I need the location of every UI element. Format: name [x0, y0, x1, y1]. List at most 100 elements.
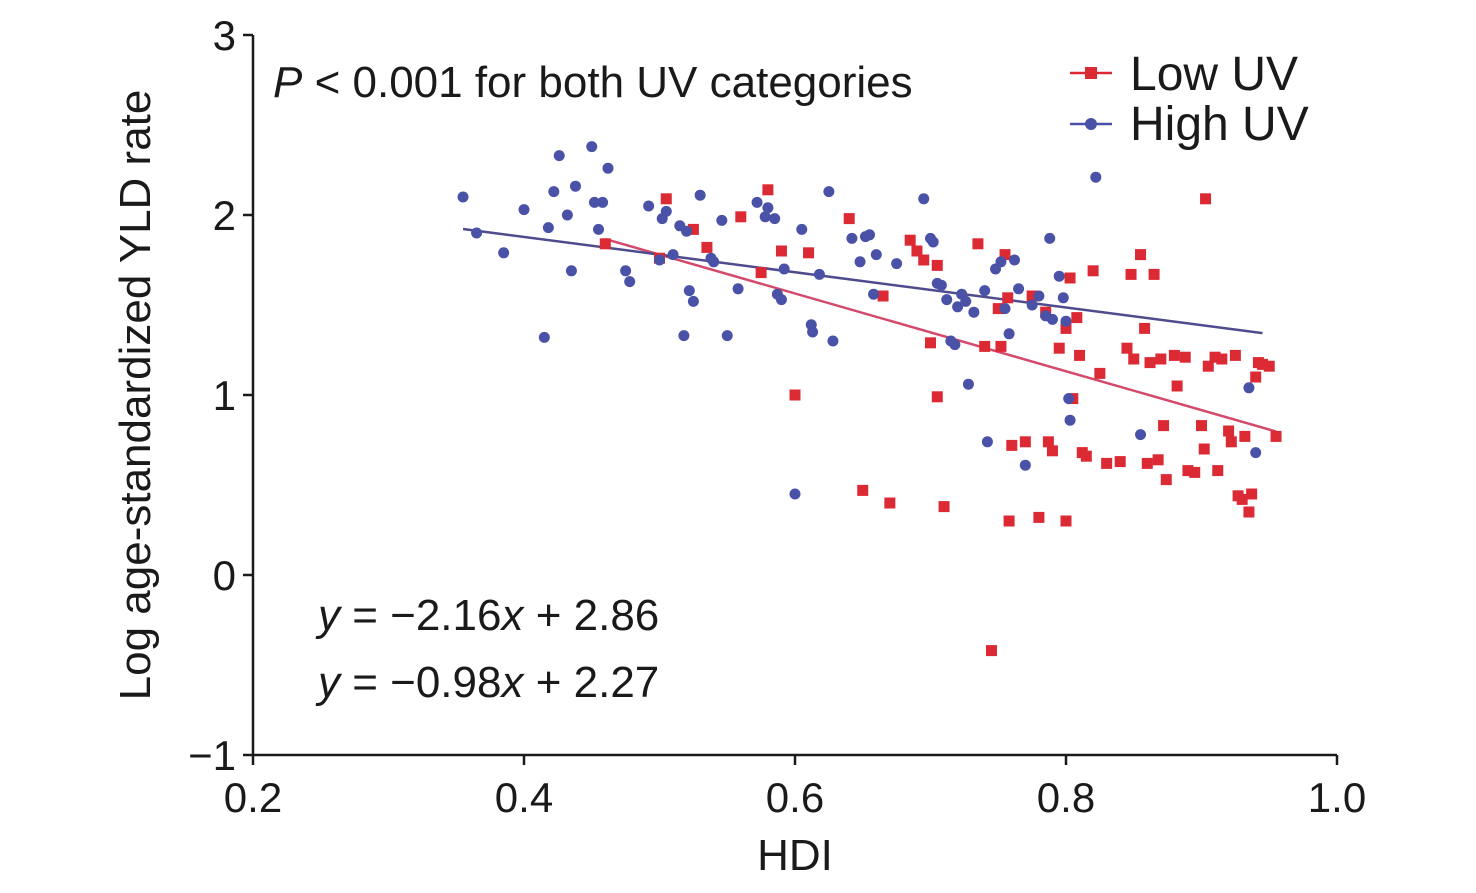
x-axis-title: HDI — [757, 831, 833, 880]
high-uv-point — [949, 339, 961, 351]
low-uv-point — [995, 340, 1007, 352]
high-uv-point — [593, 223, 605, 235]
high-uv-point — [813, 268, 825, 280]
high-uv-point — [732, 283, 744, 295]
low-uv-point — [1141, 457, 1153, 469]
low-uv-point — [1216, 353, 1228, 365]
x-tick-label: 0.6 — [766, 774, 824, 821]
high-uv-point — [542, 222, 554, 234]
high-uv-point — [778, 263, 790, 275]
low-uv-point — [1229, 349, 1241, 361]
legend-marker-high-uv — [1085, 118, 1097, 130]
high-uv-point — [1063, 393, 1075, 405]
high-uv-point — [968, 306, 980, 318]
high-uv-point — [960, 295, 972, 307]
low-uv-point — [931, 391, 943, 403]
y-tick-label: 0 — [213, 552, 236, 599]
high-uv-point — [807, 326, 819, 338]
low-uv-point — [1160, 474, 1172, 486]
low-uv-point — [1144, 357, 1156, 369]
equation-high-uv: y = −0.98x + 2.27 — [315, 658, 659, 707]
high-uv-point — [569, 180, 581, 192]
high-uv-point — [759, 211, 771, 223]
high-uv-point — [868, 288, 880, 300]
low-uv-point — [1200, 193, 1212, 205]
low-uv-point — [1239, 430, 1251, 442]
low-uv-point — [762, 184, 774, 196]
high-uv-point — [1060, 315, 1072, 327]
equation-2-y: y — [315, 658, 343, 707]
high-uv-point — [561, 209, 573, 221]
high-uv-point — [586, 141, 598, 153]
high-uv-point — [553, 150, 565, 162]
low-uv-point — [1148, 268, 1160, 280]
low-uv-point — [1064, 272, 1076, 284]
fit-line-low-uv — [604, 237, 1277, 433]
equation-1-mid: = −2.16 — [340, 591, 501, 640]
high-uv-point — [827, 335, 839, 347]
low-uv-point — [1094, 367, 1106, 379]
high-uv-point — [565, 265, 577, 277]
low-uv-point — [904, 234, 916, 246]
high-uv-point — [721, 330, 733, 342]
high-uv-point — [1003, 328, 1015, 340]
legend-label-high-uv: High UV — [1130, 98, 1309, 151]
x-tick-label: 0.4 — [495, 774, 553, 821]
p-value-annotation: P < 0.001 for both UV categories — [273, 58, 913, 107]
x-tick-label: 0.2 — [224, 774, 282, 821]
low-uv-point — [1042, 436, 1054, 448]
low-uv-point — [1189, 466, 1201, 478]
low-uv-point — [1243, 506, 1255, 518]
high-uv-point — [941, 294, 953, 306]
low-uv-point — [1060, 322, 1072, 334]
high-uv-point — [620, 265, 632, 277]
y-axis-title: Log age-standardized YLD rate — [111, 90, 160, 701]
equation-low-uv: y = −2.16x + 2.86 — [315, 591, 659, 640]
high-uv-point — [891, 258, 903, 270]
high-uv-point — [654, 254, 665, 266]
low-uv-point — [1125, 268, 1137, 280]
high-uv-point — [1057, 292, 1069, 304]
high-uv-point — [597, 196, 609, 208]
low-uv-point — [775, 245, 787, 257]
low-uv-point — [925, 337, 936, 349]
low-uv-point — [1202, 360, 1214, 372]
high-uv-point — [854, 256, 866, 268]
low-uv-point — [1074, 349, 1086, 361]
equation-1-tail: + 2.86 — [523, 591, 659, 640]
low-uv-point — [877, 290, 889, 302]
equation-1-x: x — [499, 591, 525, 640]
low-uv-point — [735, 211, 747, 223]
y-tick-label: −1 — [188, 732, 236, 779]
low-uv-point — [1152, 454, 1164, 466]
high-uv-point — [457, 191, 469, 203]
high-uv-point — [624, 276, 636, 288]
low-uv-point — [1155, 353, 1167, 365]
low-uv-point — [1158, 420, 1170, 432]
high-uv-point — [927, 236, 939, 248]
high-uv-point — [775, 294, 787, 306]
high-uv-point — [762, 202, 774, 214]
low-uv-point — [1209, 351, 1221, 363]
ticks: 0.2 0.4 0.6 0.8 1.0 −1 0 1 2 3 — [188, 12, 1366, 821]
low-uv-point — [931, 259, 943, 271]
low-uv-point — [1179, 351, 1191, 363]
low-uv-point — [687, 223, 699, 235]
low-uv-point — [1046, 445, 1058, 457]
low-uv-point — [1071, 312, 1083, 324]
low-uv-point — [1019, 436, 1031, 448]
high-uv-point — [935, 279, 947, 291]
equation-2-tail: + 2.27 — [523, 658, 659, 707]
high-uv-point — [1009, 254, 1021, 266]
low-uv-point — [1196, 420, 1207, 432]
high-uv-point — [708, 256, 720, 268]
high-uv-point — [687, 295, 699, 307]
high-uv-point — [979, 285, 991, 297]
low-uv-point — [1139, 322, 1151, 334]
high-uv-point — [1046, 313, 1058, 325]
high-uv-point — [498, 247, 510, 259]
low-uv-point — [1080, 450, 1092, 462]
high-uv-point — [548, 186, 560, 198]
low-uv-point — [843, 213, 855, 225]
low-uv-point — [1026, 290, 1038, 302]
